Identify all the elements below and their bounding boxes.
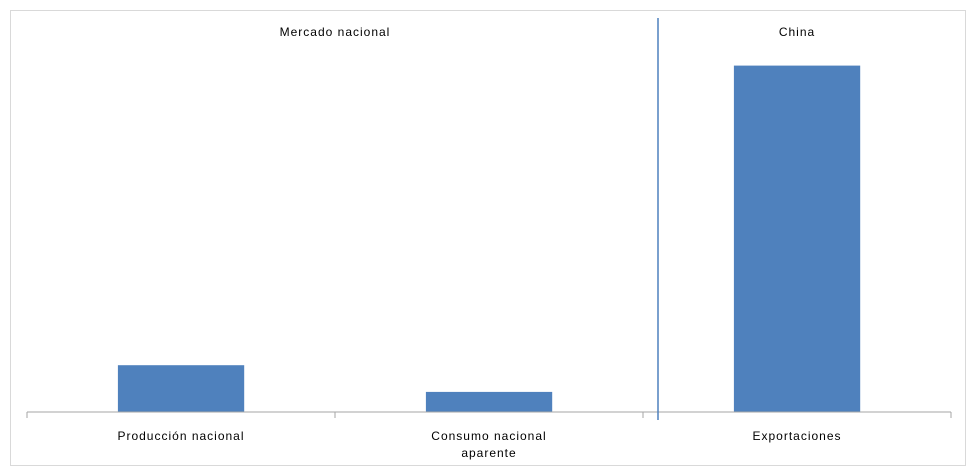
group-title-mercado-nacional: Mercado nacional [280, 25, 391, 39]
category-labels: Producción nacional Consumo nacional apare… [117, 429, 841, 460]
group-title-china: China [779, 25, 815, 39]
bar-produccion-nacional [117, 365, 245, 412]
category-label-exportaciones: Exportaciones [752, 429, 841, 443]
category-label-consumo-nacional-aparente: Consumo nacional aparente [431, 429, 546, 460]
category-label-line: aparente [461, 446, 516, 460]
bar-exportaciones [733, 65, 861, 412]
x-axis-ticks [26, 412, 952, 418]
category-label-line: Consumo nacional [431, 429, 546, 443]
bars-layer [117, 65, 861, 412]
bar-consumo-nacional-aparente [425, 391, 553, 412]
group-titles: Mercado nacional China [280, 25, 815, 39]
category-label-line: Producción nacional [117, 429, 244, 443]
category-label-produccion-nacional: Producción nacional [117, 429, 244, 443]
category-label-line: Exportaciones [752, 429, 841, 443]
